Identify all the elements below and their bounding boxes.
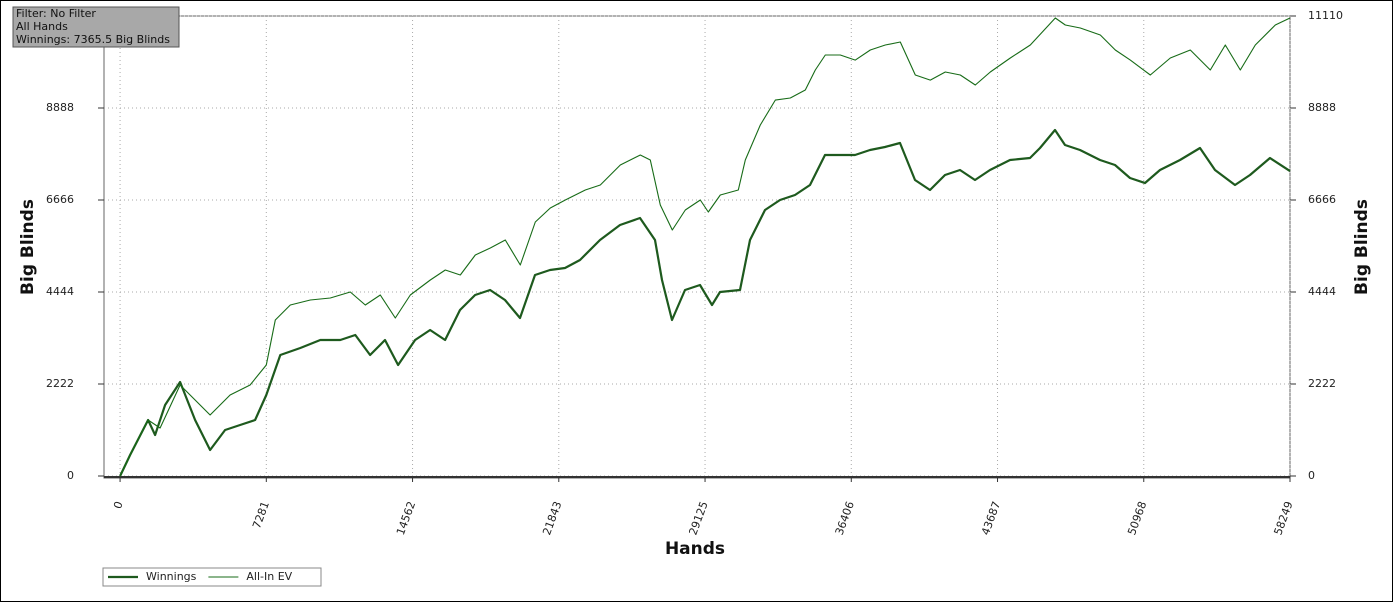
y-tick-label: 2222	[46, 377, 74, 390]
info-box: Filter: No Filter All Hands Winnings: 73…	[12, 6, 180, 48]
legend-label: All-In EV	[246, 570, 292, 583]
y2-tick-label: 11110	[1308, 9, 1343, 22]
info-line: Filter: No Filter	[16, 7, 96, 20]
y2-tick-label: 8888	[1308, 101, 1336, 114]
legend-label: Winnings	[146, 570, 197, 583]
y-tick-label: 8888	[46, 101, 74, 114]
y2-axis-title: Big Blinds	[1352, 199, 1372, 295]
y2-tick-label: 0	[1308, 469, 1315, 482]
y-tick-label: 4444	[46, 285, 74, 298]
info-background	[12, 6, 180, 48]
y-axis-title: Big Blinds	[18, 199, 38, 295]
y2-tick-label: 6666	[1308, 193, 1336, 206]
y-tick-label: 6666	[46, 193, 74, 206]
series-line	[119, 128, 1291, 477]
x-tick-label: 0	[111, 500, 126, 511]
legend: Winnings All-In EV	[102, 567, 322, 587]
x-axis-title: Hands	[665, 539, 725, 559]
info-line: Winnings: 7365.5 Big Blinds	[16, 33, 170, 46]
y2-tick-label: 4444	[1308, 285, 1336, 298]
y2-tick-label: 2222	[1308, 377, 1336, 390]
series-line	[119, 17, 1291, 477]
info-line: All Hands	[16, 20, 68, 33]
y-tick-label: 0	[67, 469, 74, 482]
